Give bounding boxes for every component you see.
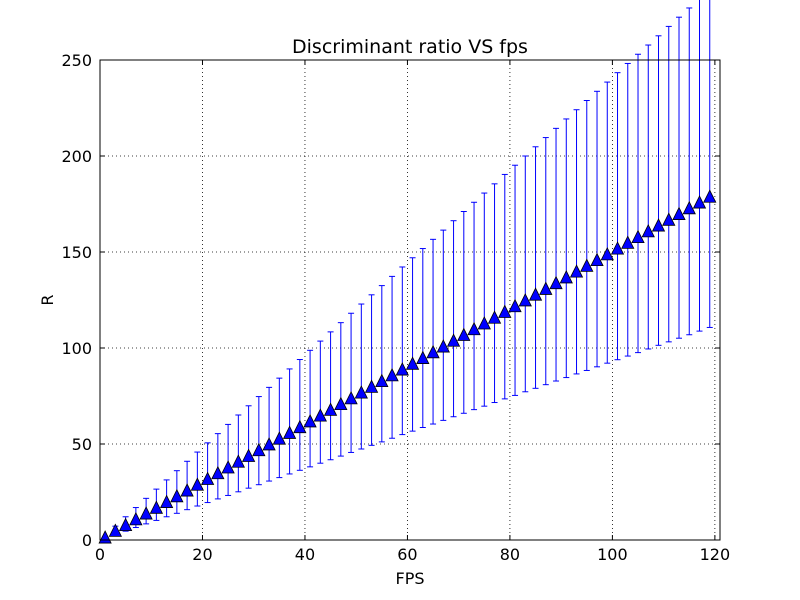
data-point	[600, 246, 614, 261]
data-point	[641, 223, 655, 238]
y-tick-label: 200	[61, 147, 92, 166]
data-point	[385, 367, 399, 382]
data-point	[375, 373, 389, 388]
data-point	[580, 258, 594, 272]
data-point	[528, 287, 543, 301]
data-point	[703, 189, 717, 203]
data-point	[241, 448, 256, 462]
x-tick-label: 80	[500, 545, 520, 564]
data-point	[190, 477, 205, 491]
data-point	[559, 270, 573, 284]
x-axis-label: FPS	[395, 569, 424, 588]
data-point	[159, 494, 174, 508]
data-point	[108, 523, 123, 537]
data-point	[211, 465, 225, 480]
data-point	[334, 396, 348, 411]
data-point	[405, 356, 420, 370]
data-point	[221, 460, 235, 474]
data-point	[662, 212, 676, 226]
data-point	[590, 252, 604, 267]
data-point	[129, 511, 143, 526]
data-point	[293, 419, 307, 434]
series	[98, 0, 717, 544]
data-point	[282, 425, 297, 439]
x-tick-label: 0	[95, 545, 105, 564]
data-point	[631, 229, 645, 244]
data-point	[518, 293, 532, 307]
data-point	[344, 390, 358, 405]
data-point	[313, 408, 327, 422]
data-point	[651, 218, 666, 232]
data-point	[477, 316, 491, 330]
data-point	[303, 414, 317, 428]
y-tick-label: 250	[61, 51, 92, 70]
data-point	[354, 385, 368, 399]
plot-frame	[99, 59, 721, 541]
data-point	[610, 241, 625, 255]
data-point	[149, 500, 164, 514]
y-tick-label: 100	[61, 339, 92, 358]
data-point	[272, 431, 286, 445]
y-tick-label: 0	[82, 531, 92, 550]
data-point	[446, 333, 461, 347]
data-point	[498, 304, 512, 318]
data-point	[252, 442, 266, 457]
data-point	[323, 402, 338, 416]
data-point	[539, 281, 553, 295]
x-tick-label: 120	[700, 545, 731, 564]
ticks: 0 20 40 60 80 100 120 0 50 100 150 200 250	[61, 51, 730, 564]
data-point	[672, 206, 686, 220]
data-point	[364, 379, 379, 393]
data-point	[231, 454, 245, 468]
data-point	[416, 350, 430, 364]
y-tick-label: 50	[72, 435, 92, 454]
data-point	[118, 517, 133, 531]
data-point	[395, 362, 409, 376]
data-point	[170, 488, 184, 503]
data-point	[436, 339, 450, 353]
data-point	[139, 506, 153, 520]
y-tick-label: 150	[61, 243, 92, 262]
chart-title: Discriminant ratio VS fps	[292, 36, 528, 58]
x-tick-label: 40	[295, 545, 315, 564]
data-point	[549, 275, 563, 290]
data-point	[200, 471, 215, 485]
data-point	[457, 327, 471, 341]
x-tick-label: 20	[192, 545, 212, 564]
y-axis-label: R	[38, 294, 57, 305]
data-point	[692, 195, 707, 209]
data-point	[569, 264, 584, 278]
x-tick-label: 60	[397, 545, 417, 564]
data-point	[467, 321, 481, 336]
data-point	[426, 344, 440, 359]
x-tick-label: 100	[597, 545, 628, 564]
data-point	[621, 235, 635, 249]
data-point	[682, 200, 696, 215]
data-point	[508, 298, 522, 313]
data-point	[180, 483, 194, 497]
data-point	[262, 437, 276, 451]
data-point	[487, 310, 502, 324]
